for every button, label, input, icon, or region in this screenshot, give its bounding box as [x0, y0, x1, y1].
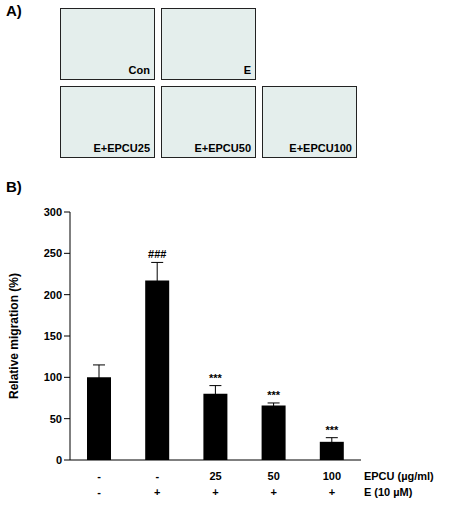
- svg-text:E (10 µM): E (10 µM): [364, 486, 413, 498]
- svg-text:***: ***: [209, 372, 223, 384]
- svg-text:Relative migration (%): Relative migration (%): [7, 273, 21, 399]
- html-text:E+EPCU100: E+EPCU100: [289, 142, 352, 154]
- html-text:B): B): [6, 178, 22, 195]
- svg-text:+: +: [212, 486, 218, 498]
- svg-text:200: 200: [44, 289, 62, 301]
- svg-text:300: 300: [44, 206, 62, 218]
- svg-text:100: 100: [44, 371, 62, 383]
- svg-text:150: 150: [44, 330, 62, 342]
- svg-text:250: 250: [44, 247, 62, 259]
- html-text:E: E: [243, 64, 251, 76]
- svg-text:0: 0: [56, 454, 62, 466]
- svg-text:EPCU (µg/ml): EPCU (µg/ml): [364, 470, 434, 482]
- svg-text:+: +: [154, 486, 160, 498]
- svg-text:-: -: [155, 470, 159, 482]
- svg-text:+: +: [270, 486, 276, 498]
- svg-text:50: 50: [268, 470, 280, 482]
- html-text:E+EPCU25: E+EPCU25: [93, 142, 150, 154]
- svg-text:***: ***: [325, 424, 339, 436]
- html-text:A): A): [6, 2, 22, 19]
- svg-text:50: 50: [50, 413, 62, 425]
- html-text:Con: Con: [128, 64, 150, 76]
- svg-text:100: 100: [323, 470, 341, 482]
- svg-text:+: +: [329, 486, 335, 498]
- svg-text:###: ###: [148, 248, 166, 260]
- svg-text:-: -: [97, 470, 101, 482]
- svg-text:-: -: [97, 486, 101, 498]
- svg-text:25: 25: [209, 470, 221, 482]
- html-text:E+EPCU50: E+EPCU50: [194, 142, 251, 154]
- svg-text:***: ***: [267, 389, 281, 401]
